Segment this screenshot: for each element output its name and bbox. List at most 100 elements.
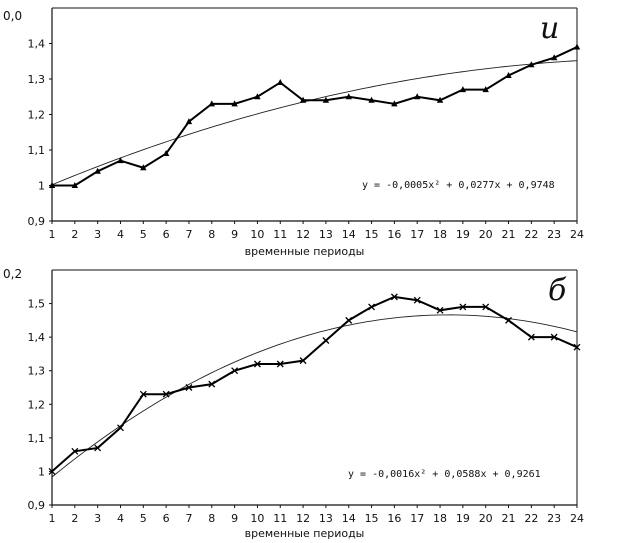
- x-tick-label: 2: [71, 512, 78, 525]
- data-point: [322, 337, 330, 344]
- data-point: [276, 360, 284, 368]
- data-point: [550, 333, 558, 341]
- data-point: [527, 333, 535, 341]
- x-tick-label: 7: [185, 512, 192, 525]
- data-point: [299, 96, 307, 103]
- corner-label: б: [548, 273, 567, 308]
- data-point: [505, 71, 512, 78]
- y-tick-label: 1: [38, 465, 45, 478]
- data-point: [550, 54, 558, 61]
- y-tick-label: 1: [38, 180, 45, 193]
- data-point: [482, 86, 489, 93]
- x-tick-label: 23: [547, 512, 561, 525]
- corner-label: и: [540, 11, 559, 46]
- x-tick-label: 21: [502, 228, 516, 241]
- trendline-equation: y = -0,0016x² + 0,0588x + 0,9261: [348, 469, 541, 480]
- chart-bottom: 0,911,11,21,31,41,50,21 2 3 4 5 6 7 8 9 10 11 12 13 1…: [3, 267, 584, 540]
- y-tick-label: 1,3: [28, 365, 46, 378]
- x-tick-label: 3: [94, 512, 101, 525]
- data-point: [436, 96, 444, 103]
- x-tick-label: 18: [433, 512, 447, 525]
- data-point: [185, 118, 193, 125]
- data-point: [390, 293, 398, 301]
- data-point: [231, 100, 238, 107]
- data-point: [117, 157, 124, 164]
- data-point: [162, 150, 170, 157]
- y-tick-label-top: 0,0: [3, 9, 22, 23]
- data-point: [345, 316, 353, 324]
- x-tick-label: 24: [570, 512, 584, 525]
- y-tick-label: 1,3: [28, 73, 46, 86]
- data-point: [94, 167, 101, 174]
- x-tick-label: 5: [140, 228, 147, 241]
- x-tick-label: 22: [524, 512, 538, 525]
- data-point: [459, 86, 467, 93]
- trendline: [51, 314, 578, 478]
- x-tick-label: 13: [319, 228, 333, 241]
- x-tick-label: 20: [479, 512, 493, 525]
- y-tick-label: 0,9: [28, 499, 46, 512]
- data-point: [208, 380, 216, 388]
- x-tick-label: 20: [479, 228, 493, 241]
- data-point: [573, 343, 581, 351]
- data-point: [368, 303, 376, 311]
- data-point: [71, 447, 79, 455]
- x-tick-label: 8: [208, 512, 215, 525]
- x-tick-label: 17: [410, 512, 424, 525]
- series-line: [52, 46, 578, 187]
- x-tick-label: 16: [387, 512, 401, 525]
- data-point: [94, 444, 102, 452]
- data-point: [459, 303, 467, 311]
- data-point: [71, 182, 79, 188]
- data-point: [139, 390, 147, 398]
- x-tick-label: 14: [342, 228, 356, 241]
- trendline-equation: y = -0,0005x² + 0,0277x + 0,9748: [362, 180, 555, 191]
- x-tick-label: 6: [163, 228, 170, 241]
- x-tick-label: 9: [231, 228, 238, 241]
- x-tick-label: 11: [273, 512, 287, 525]
- x-tick-label: 13: [319, 512, 333, 525]
- x-tick-label: 3: [94, 228, 101, 241]
- x-tick-label: 12: [296, 228, 310, 241]
- data-point: [482, 303, 490, 311]
- data-point: [162, 390, 170, 398]
- data-point: [208, 100, 215, 107]
- data-point: [505, 316, 512, 324]
- data-point: [117, 424, 124, 432]
- x-tick-label: 12: [296, 512, 310, 525]
- y-tick-label: 1,4: [28, 38, 46, 51]
- x-tick-label: 19: [456, 228, 470, 241]
- x-tick-label: 4: [117, 512, 124, 525]
- y-tick-label: 1,2: [28, 398, 46, 411]
- data-point: [573, 43, 581, 50]
- data-point: [413, 296, 421, 304]
- y-tick-label-top: 0,2: [3, 267, 22, 281]
- x-tick-label: 2: [71, 228, 78, 241]
- x-tick-label: 18: [433, 228, 447, 241]
- data-point: [299, 357, 307, 365]
- data-point: [48, 467, 56, 475]
- data-point: [254, 93, 261, 100]
- x-tick-label: 15: [365, 228, 379, 241]
- x-tick-label: 10: [250, 228, 264, 241]
- x-axis-title: временные периоды: [245, 527, 365, 540]
- chart-top: 0,911,11,21,31,40,01 2 3 4 5 6 7 8 9 10 11 12 13 14 15…: [3, 7, 584, 258]
- y-tick-label: 1,1: [28, 144, 46, 157]
- data-point: [231, 367, 239, 375]
- x-tick-label: 24: [570, 228, 584, 241]
- x-tick-label: 14: [342, 512, 356, 525]
- x-tick-label: 11: [273, 228, 287, 241]
- x-tick-label: 22: [524, 228, 538, 241]
- x-tick-label: 8: [208, 228, 215, 241]
- x-tick-label: 9: [231, 512, 238, 525]
- data-point: [368, 96, 375, 103]
- x-axis-title: временные периоды: [245, 245, 365, 258]
- trendline: [51, 60, 578, 186]
- x-tick-label: 5: [140, 512, 147, 525]
- data-point: [528, 61, 535, 68]
- x-tick-label: 1: [49, 228, 56, 241]
- data-point: [48, 182, 56, 188]
- y-tick-label: 1,1: [28, 432, 46, 445]
- x-tick-label: 21: [502, 512, 516, 525]
